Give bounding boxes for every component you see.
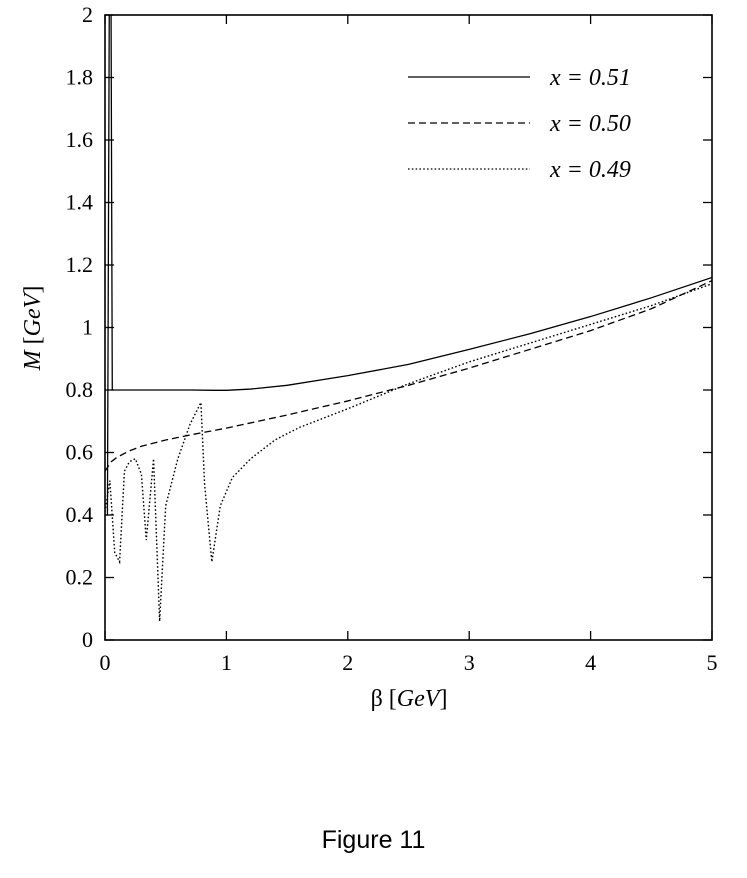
legend: x = 0.51 x = 0.50 x = 0.49 <box>408 65 631 183</box>
y-tick-label: 0.4 <box>66 502 94 527</box>
y-axis-title: M [GeV] <box>20 286 46 372</box>
x-tick-label: 1 <box>221 650 232 675</box>
x-axis-ticks: 0 1 2 3 4 5 <box>100 15 718 675</box>
y-tick-label: 0.8 <box>66 377 94 402</box>
x-tick-label: 3 <box>464 650 475 675</box>
y-tick-label: 1.4 <box>66 190 94 215</box>
y-tick-label: 1.6 <box>66 127 94 152</box>
x-tick-label: 4 <box>585 650 596 675</box>
chart-svg: 0 1 2 3 4 5 0 0.2 0.4 0.6 0.8 1 1.2 1.4 1.6 1.8 2 x = 0… <box>20 2 718 712</box>
x-tick-label: 2 <box>342 650 353 675</box>
x-axis-unit: GeV <box>397 686 442 712</box>
plot-frame <box>104 14 713 641</box>
y-axis-ticks: 0 0.2 0.4 0.6 0.8 1 1.2 1.4 1.6 1.8 2 <box>66 2 712 652</box>
y-tick-label: 1.8 <box>66 65 94 90</box>
legend-label-1: x = 0.51 <box>549 65 631 91</box>
series-layer <box>105 15 712 622</box>
x-axis-title: β [GeV] <box>371 686 448 712</box>
figure-caption: Figure 11 <box>321 826 426 854</box>
legend-label-3: x = 0.49 <box>549 157 631 183</box>
legend-label-2: x = 0.50 <box>549 111 631 137</box>
series-line-1 <box>105 15 712 516</box>
y-tick-label: 1.2 <box>66 252 94 277</box>
x-tick-label: 5 <box>707 650 718 675</box>
y-axis-symbol: M <box>20 348 46 371</box>
series-line-3 <box>105 283 712 622</box>
x-tick-label: 0 <box>100 650 111 675</box>
y-tick-label: 0 <box>82 627 93 652</box>
series-line-2 <box>105 280 712 472</box>
x-axis-symbol: β <box>371 686 383 712</box>
y-tick-label: 2 <box>82 2 93 27</box>
plot-border <box>104 14 713 641</box>
y-tick-label: 0.6 <box>66 440 94 465</box>
y-axis-unit: GeV <box>20 291 46 336</box>
y-tick-label: 0.2 <box>66 565 94 590</box>
y-tick-label: 1 <box>82 315 93 340</box>
